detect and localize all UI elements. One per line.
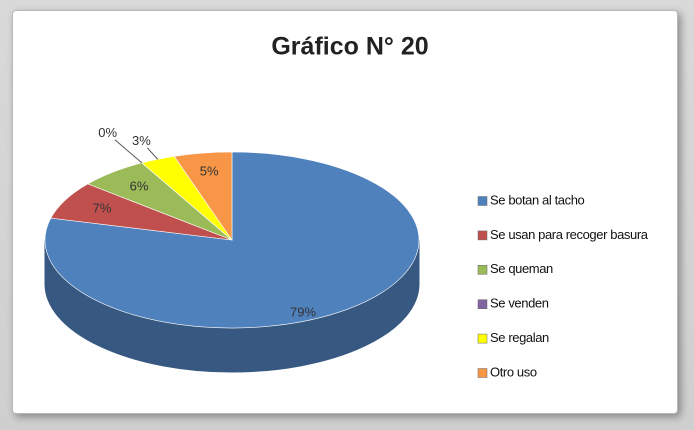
data-label: 79%	[290, 305, 316, 320]
data-label: 6%	[130, 179, 149, 194]
legend-label: Se queman	[490, 261, 553, 276]
legend-swatch	[477, 299, 488, 309]
legend-label: Se usan para recoger basura	[490, 227, 649, 242]
slice	[173, 151, 233, 241]
leader-line	[146, 147, 159, 160]
data-label: 5%	[200, 164, 219, 179]
legend-swatch	[477, 333, 488, 344]
leader-line	[114, 139, 143, 164]
legend-label: Se botan al tacho	[490, 192, 585, 207]
legend-swatch	[477, 196, 488, 206]
legend-swatch	[477, 368, 488, 378]
data-label: 0%	[98, 125, 117, 140]
legend-label: Otro uso	[490, 364, 537, 379]
legend-swatch	[477, 230, 488, 241]
legend-label: Se regalan	[490, 330, 549, 345]
legend-swatch	[477, 265, 488, 275]
chart-title: Gráfico N° 20	[271, 33, 428, 61]
data-label: 3%	[132, 133, 151, 148]
legend-label: Se venden	[490, 296, 549, 311]
data-label: 7%	[93, 200, 112, 215]
